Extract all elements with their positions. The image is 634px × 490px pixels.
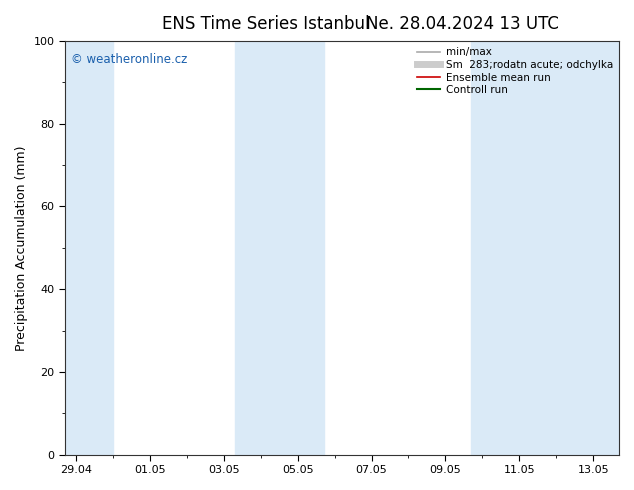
Text: © weatheronline.cz: © weatheronline.cz <box>70 53 187 67</box>
Bar <box>235 41 323 455</box>
Bar <box>65 41 113 455</box>
Text: Ne. 28.04.2024 13 UTC: Ne. 28.04.2024 13 UTC <box>366 15 559 33</box>
Text: ENS Time Series Istanbul: ENS Time Series Istanbul <box>162 15 370 33</box>
Bar <box>471 41 556 455</box>
Legend: min/max, Sm  283;rodatn acute; odchylka, Ensemble mean run, Controll run: min/max, Sm 283;rodatn acute; odchylka, … <box>413 43 617 99</box>
Y-axis label: Precipitation Accumulation (mm): Precipitation Accumulation (mm) <box>15 145 28 350</box>
Bar <box>538 41 619 455</box>
